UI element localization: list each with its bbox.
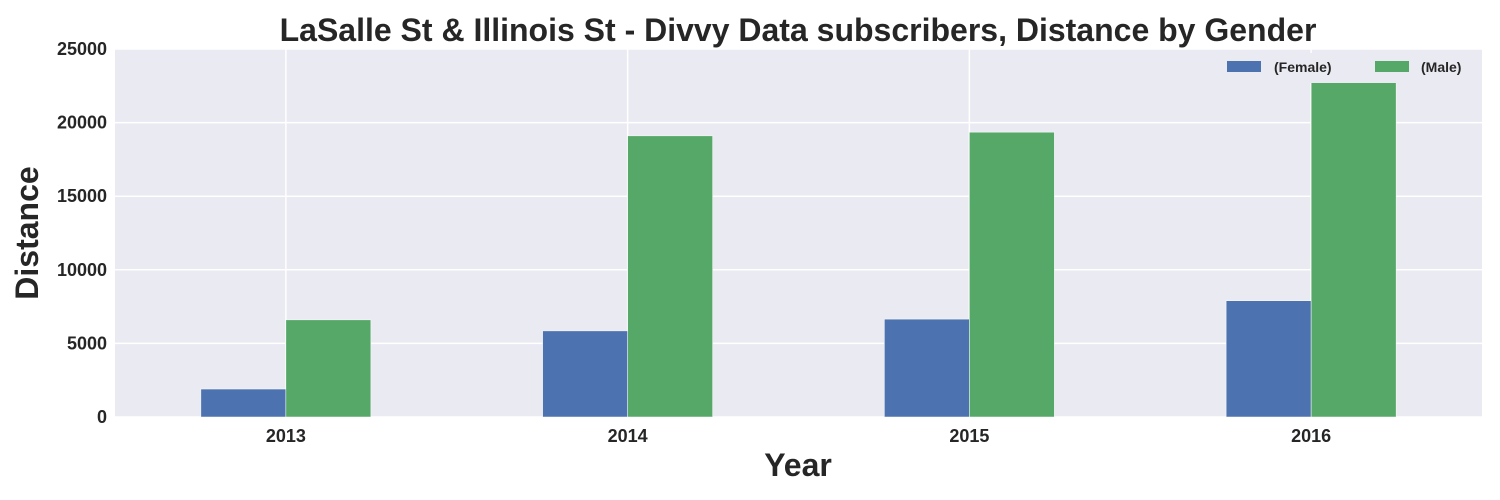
x-tick-label: 2014 (608, 426, 648, 446)
chart-title: LaSalle St & Illinois St - Divvy Data su… (280, 12, 1317, 48)
y-axis-ticks: 0 5000 10000 15000 20000 25000 (57, 39, 107, 427)
x-axis-ticks: 2013 2014 2015 2016 (266, 426, 1331, 446)
x-tick-label: 2013 (266, 426, 306, 446)
bar-male-2016 (1310, 81, 1397, 418)
x-axis-label: Year (764, 447, 832, 483)
legend-swatch-male (1375, 61, 1409, 72)
legend-swatch-female (1227, 61, 1261, 72)
x-tick-label: 2015 (949, 426, 989, 446)
y-tick-label: 5000 (67, 333, 107, 353)
bar-female-2013 (200, 388, 287, 418)
y-axis-label: Distance (9, 166, 45, 299)
bars-group (200, 81, 1397, 418)
y-tick-label: 0 (97, 407, 107, 427)
y-tick-label: 20000 (57, 113, 107, 133)
bar-female-2016 (1225, 300, 1312, 418)
x-tick-label: 2016 (1291, 426, 1331, 446)
y-tick-label: 15000 (57, 186, 107, 206)
legend-label-male: (Male) (1421, 59, 1461, 75)
bar-female-2015 (884, 318, 970, 418)
legend: (Female) (Male) (1216, 53, 1476, 83)
bar-male-2014 (627, 135, 713, 418)
bar-male-2013 (285, 319, 372, 418)
bar-male-2015 (969, 131, 1055, 418)
bar-female-2014 (542, 330, 628, 418)
y-tick-label: 10000 (57, 260, 107, 280)
legend-label-female: (Female) (1274, 59, 1332, 75)
y-tick-label: 25000 (57, 39, 107, 59)
